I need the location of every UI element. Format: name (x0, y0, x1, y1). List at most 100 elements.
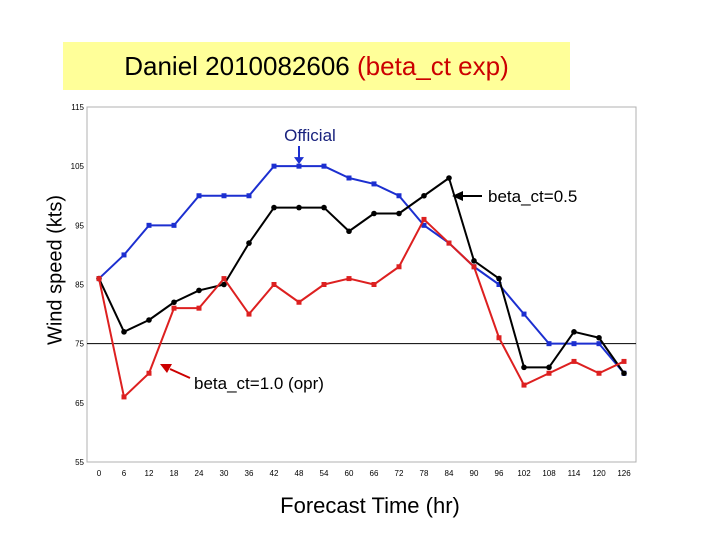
series-point-2 (346, 276, 352, 282)
series-point-0 (196, 193, 202, 199)
y-tick-label: 85 (75, 281, 84, 290)
series-point-1 (471, 258, 477, 264)
x-tick-label: 102 (517, 469, 531, 478)
series-point-2 (171, 305, 177, 311)
x-tick-label: 78 (420, 469, 429, 478)
series-point-1 (546, 364, 552, 371)
x-tick-label: 120 (592, 469, 606, 478)
series-point-0 (271, 163, 277, 169)
series-point-2 (296, 299, 302, 305)
series-point-2 (146, 370, 152, 376)
series-point-1 (271, 204, 277, 211)
series-point-1 (521, 364, 527, 371)
chart-title-suffix: (beta_ct exp) (357, 50, 509, 81)
series-point-2 (96, 276, 102, 282)
annotation-beta-10: beta_ct=1.0 (opr) (194, 374, 324, 393)
x-tick-label: 24 (195, 469, 204, 478)
series-point-1 (321, 204, 327, 211)
x-tick-label: 72 (395, 469, 404, 478)
series-point-2 (446, 240, 452, 246)
y-tick-label: 105 (71, 162, 85, 171)
beta10-arrow-shaft (169, 368, 191, 379)
beta10-arrow-head (160, 364, 172, 373)
beta05-arrow-head (452, 191, 463, 201)
x-tick-label: 60 (345, 469, 354, 478)
series-point-0 (521, 311, 527, 317)
x-tick-label: 30 (220, 469, 229, 478)
official-arrow-head (294, 157, 304, 165)
series-point-1 (421, 192, 427, 199)
chart-title: Daniel 2010082606 (beta_ct exp) (63, 42, 570, 90)
series-point-2 (421, 216, 427, 222)
series-point-2 (621, 358, 627, 364)
series-point-1 (246, 240, 252, 246)
x-tick-label: 36 (245, 469, 254, 478)
series-point-1 (371, 210, 377, 217)
series-point-0 (246, 193, 252, 199)
series-point-0 (571, 341, 577, 347)
series-point-0 (296, 163, 302, 169)
series-point-1 (221, 281, 227, 288)
x-tick-label: 18 (170, 469, 179, 478)
series-point-2 (496, 335, 502, 341)
series-point-0 (496, 282, 502, 287)
x-tick-label: 42 (270, 469, 279, 478)
y-tick-label: 115 (71, 103, 84, 112)
series-point-1 (346, 228, 352, 235)
series-line-0 (98, 165, 625, 374)
series-point-1 (621, 370, 627, 377)
annotation-official: Official (284, 126, 336, 145)
x-tick-label: 66 (370, 469, 379, 478)
x-tick-label: 12 (145, 469, 154, 478)
y-tick-label: 75 (75, 340, 84, 349)
series-point-2 (321, 282, 327, 287)
series-point-2 (396, 264, 402, 270)
x-tick-label: 96 (495, 469, 504, 478)
x-tick-label: 48 (295, 469, 304, 478)
x-tick-label: 6 (122, 469, 127, 478)
series-point-1 (121, 329, 127, 335)
series-point-2 (271, 282, 277, 287)
x-tick-label: 54 (320, 469, 329, 478)
series-point-2 (246, 311, 252, 317)
series-point-1 (296, 204, 302, 211)
series-point-2 (471, 264, 477, 270)
series-point-1 (171, 299, 177, 306)
series-point-2 (371, 282, 377, 287)
series-point-0 (221, 193, 227, 199)
series-point-1 (196, 287, 202, 294)
series-point-2 (596, 370, 602, 376)
series-point-0 (596, 341, 602, 347)
series-point-2 (221, 276, 227, 282)
series-point-2 (121, 394, 127, 400)
series-point-0 (346, 175, 352, 181)
series-point-1 (496, 275, 502, 282)
annotation-beta-05: beta_ct=0.5 (488, 187, 577, 206)
series-point-1 (446, 175, 452, 181)
series-point-2 (521, 382, 527, 388)
series-point-0 (421, 222, 427, 228)
series-point-0 (146, 222, 152, 228)
y-tick-label: 65 (75, 399, 84, 408)
series-point-0 (396, 193, 402, 199)
series-point-2 (196, 305, 202, 311)
x-tick-label: 108 (542, 469, 556, 478)
x-tick-label: 114 (568, 469, 581, 478)
series-point-0 (321, 163, 327, 169)
series-point-2 (571, 358, 577, 364)
plot-frame (86, 106, 637, 463)
series-point-1 (146, 317, 152, 323)
series-line-2 (98, 218, 625, 398)
x-tick-label: 0 (97, 469, 102, 478)
x-axis-label: Forecast Time (hr) (280, 493, 460, 518)
series-point-0 (171, 222, 177, 228)
series-point-1 (596, 334, 602, 341)
series-point-1 (571, 329, 577, 335)
series-point-0 (371, 181, 377, 187)
y-tick-label: 95 (75, 221, 84, 230)
series-point-0 (546, 341, 552, 347)
y-tick-label: 55 (75, 458, 84, 467)
series-point-0 (121, 252, 127, 258)
x-tick-label: 90 (470, 469, 479, 478)
